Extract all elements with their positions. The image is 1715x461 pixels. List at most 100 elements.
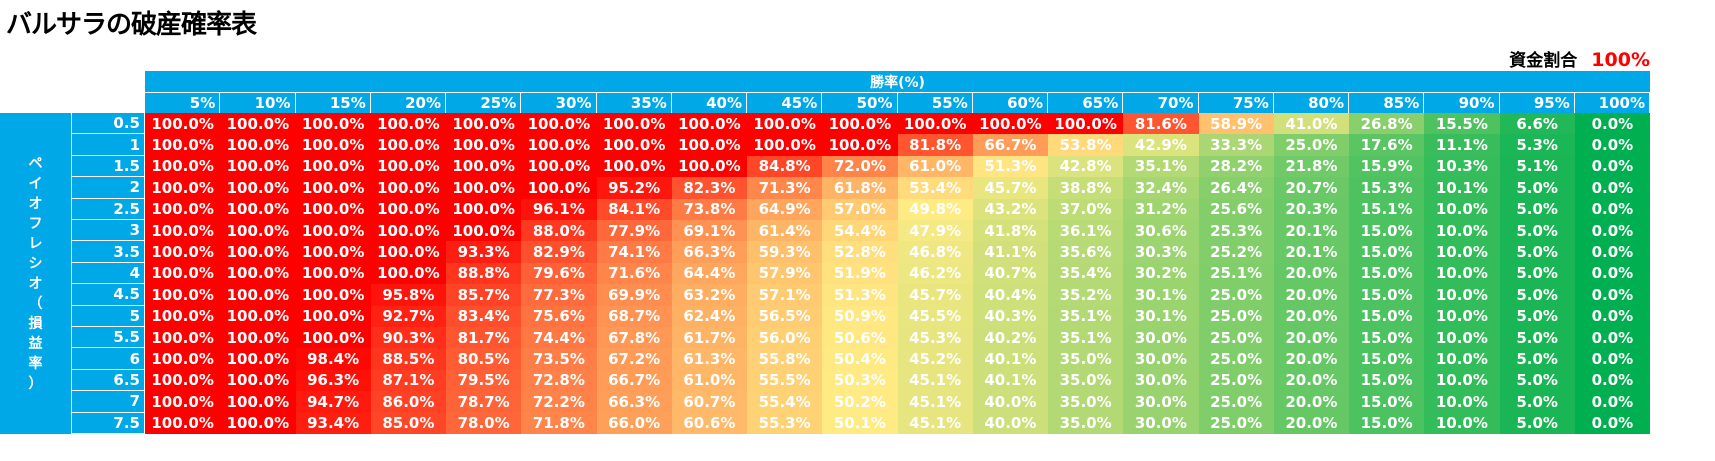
row-header: 2 <box>72 177 144 199</box>
heatmap-cell: 100.0% <box>145 348 221 370</box>
heatmap-cell: 15.0% <box>1349 412 1425 434</box>
column-header: 60% <box>972 93 1048 113</box>
heatmap-cell: 100.0% <box>671 155 747 178</box>
heatmap-cell: 40.4% <box>972 284 1048 306</box>
heatmap-cell: 53.4% <box>897 177 973 199</box>
column-header: 55% <box>897 93 973 113</box>
heatmap-cell: 30.0% <box>1123 391 1199 413</box>
heatmap-cell: 55.3% <box>747 412 823 434</box>
column-header: 75% <box>1198 93 1274 113</box>
heatmap-cell: 87.1% <box>370 369 446 392</box>
heatmap-cell: 5.0% <box>1499 326 1575 349</box>
heatmap-cell: 6.6% <box>1499 113 1575 135</box>
heatmap-cell: 15.0% <box>1349 262 1425 285</box>
heatmap-cell: 100.0% <box>295 241 371 263</box>
heatmap-cell: 86.0% <box>370 391 446 413</box>
heatmap-cell: 45.2% <box>897 348 973 370</box>
heatmap-cell: 64.9% <box>747 198 823 220</box>
column-header: 95% <box>1499 93 1575 113</box>
table-row: 100.0% 100.0% 100.0% 90.3% 81.7% 74.4% 67.8% 61… <box>145 326 1650 349</box>
column-header: 80% <box>1273 93 1349 113</box>
y-axis-title-char: （ <box>28 295 43 312</box>
heatmap-cell: 0.0% <box>1574 241 1650 263</box>
heatmap-cell: 100.0% <box>145 134 221 156</box>
heatmap-cell: 66.0% <box>596 412 672 434</box>
heatmap-cell: 0.0% <box>1574 134 1650 156</box>
table-row: 100.0% 100.0% 100.0% 100.0% 100.0% 100.0% 100.… <box>145 134 1650 156</box>
heatmap-cell: 10.0% <box>1424 284 1500 306</box>
heatmap-cell: 45.1% <box>897 369 973 392</box>
heatmap-cell: 10.0% <box>1424 198 1500 220</box>
heatmap-cell: 40.1% <box>972 369 1048 392</box>
heatmap-cell: 100.0% <box>145 241 221 263</box>
row-header: 6.5 <box>72 369 144 392</box>
table-row: 100.0% 100.0% 100.0% 100.0% 100.0% 100.0% 95.2… <box>145 177 1650 199</box>
heatmap-cell: 51.3% <box>972 155 1048 178</box>
row-header: 2.5 <box>72 198 144 221</box>
heatmap-cell: 15.5% <box>1424 113 1500 135</box>
fund-ratio-value: 100% <box>1591 49 1650 71</box>
column-header: 35% <box>596 93 672 113</box>
heatmap-cell: 100.0% <box>295 134 371 156</box>
y-axis-title-char: オ <box>28 275 43 292</box>
heatmap-cell: 35.1% <box>1048 326 1124 349</box>
heatmap-cell: 61.3% <box>671 348 747 370</box>
row-header: 7.5 <box>72 412 144 435</box>
page-title: バルサラの破産確率表 <box>6 10 257 40</box>
heatmap-cell: 83.4% <box>446 305 522 327</box>
y-axis-title-char: イ <box>28 175 43 192</box>
heatmap-cell: 43.2% <box>972 198 1048 220</box>
heatmap-cell: 74.4% <box>521 326 597 349</box>
heatmap-cell: 5.0% <box>1499 284 1575 306</box>
heatmap-cell: 100.0% <box>220 412 296 434</box>
row-header: 1.5 <box>72 155 144 178</box>
heatmap-cell: 100.0% <box>220 113 296 135</box>
heatmap-cell: 45.1% <box>897 412 973 434</box>
heatmap-cell: 93.3% <box>446 241 522 263</box>
table-row: 100.0% 100.0% 100.0% 100.0% 100.0% 100.0% 100.… <box>145 155 1650 178</box>
heatmap-cell: 96.1% <box>521 198 597 220</box>
heatmap-cell: 100.0% <box>747 134 823 156</box>
heatmap-cell: 88.8% <box>446 262 522 285</box>
heatmap-cell: 25.6% <box>1198 198 1274 220</box>
heatmap-cell: 100.0% <box>596 155 672 178</box>
row-header: 0.5 <box>72 113 144 135</box>
heatmap-cell: 37.0% <box>1048 198 1124 220</box>
heatmap-cell: 61.8% <box>822 177 898 199</box>
heatmap-cell: 72.0% <box>822 155 898 178</box>
y-axis-title-char: 率 <box>28 355 43 372</box>
heatmap-cell: 50.3% <box>822 369 898 392</box>
heatmap-cell: 51.9% <box>822 262 898 285</box>
row-header: 4 <box>72 262 144 285</box>
heatmap-cell: 45.3% <box>897 326 973 349</box>
heatmap-cell: 84.8% <box>747 155 823 178</box>
heatmap-cell: 40.7% <box>972 262 1048 285</box>
heatmap-cell: 15.0% <box>1349 326 1425 349</box>
column-header: 70% <box>1123 93 1199 113</box>
column-header: 10% <box>220 93 296 113</box>
heatmap-cell: 75.6% <box>521 305 597 327</box>
heatmap-cell: 100.0% <box>295 284 371 306</box>
heatmap-cell: 69.1% <box>671 219 747 242</box>
heatmap-cell: 80.5% <box>446 348 522 370</box>
heatmap-cell: 10.3% <box>1424 155 1500 178</box>
heatmap-cell: 15.0% <box>1349 219 1425 242</box>
heatmap-cell: 81.8% <box>897 134 973 156</box>
row-header: 7 <box>72 391 144 413</box>
heatmap-cell: 45.5% <box>897 305 973 327</box>
heatmap-cell: 0.0% <box>1574 305 1650 327</box>
heatmap-cell: 47.9% <box>897 219 973 242</box>
heatmap-cell: 100.0% <box>747 113 823 135</box>
heatmap-cell: 10.0% <box>1424 326 1500 349</box>
heatmap-cell: 0.0% <box>1574 412 1650 434</box>
heatmap-cell: 45.7% <box>972 177 1048 199</box>
heatmap-cell: 0.0% <box>1574 155 1650 178</box>
heatmap-cell: 50.2% <box>822 391 898 413</box>
heatmap-cell: 100.0% <box>1048 113 1124 135</box>
heatmap-cell: 78.0% <box>446 412 522 434</box>
heatmap-cell: 20.0% <box>1273 326 1349 349</box>
heatmap-cell: 31.2% <box>1123 198 1199 220</box>
heatmap-cell: 100.0% <box>370 262 446 285</box>
heatmap-cell: 36.1% <box>1048 219 1124 242</box>
heatmap-cell: 57.0% <box>822 198 898 220</box>
